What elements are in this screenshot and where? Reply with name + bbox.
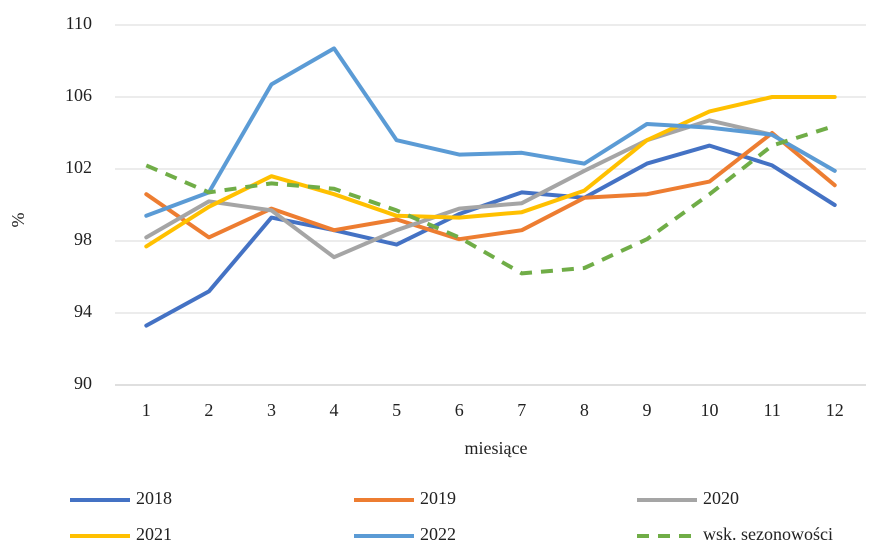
y-tick-label: 106 (65, 85, 92, 105)
x-tick-label: 11 (763, 400, 780, 420)
series-line (144, 46, 837, 218)
x-tick-label: 6 (455, 400, 464, 420)
y-axis-label: % (8, 213, 28, 228)
x-tick-label: 7 (517, 400, 526, 420)
legend-label: wsk. sezonowości (703, 524, 833, 544)
legend-label: 2022 (420, 524, 456, 544)
x-axis-label: miesiące (465, 438, 528, 458)
series-line (144, 131, 837, 242)
x-tick-label: 3 (267, 400, 276, 420)
series-line (144, 118, 837, 260)
y-tick-label: 94 (74, 301, 92, 321)
y-tick-label: 110 (66, 13, 92, 33)
x-tick-label: 1 (142, 400, 151, 420)
x-tick-label: 4 (330, 400, 339, 420)
series-line (145, 123, 836, 276)
series-line (144, 143, 837, 328)
legend-label: 2020 (703, 488, 739, 508)
x-tick-label: 2 (204, 400, 213, 420)
legend-label: 2019 (420, 488, 456, 508)
y-tick-label: 90 (74, 373, 92, 393)
x-tick-label: 8 (580, 400, 589, 420)
y-tick-label: 98 (74, 229, 92, 249)
series-line (144, 95, 837, 249)
legend-label: 2021 (136, 524, 172, 544)
x-tick-label: 10 (701, 400, 719, 420)
legend-label: 2018 (136, 488, 172, 508)
x-tick-label: 9 (642, 400, 651, 420)
x-tick-label: 12 (826, 400, 844, 420)
x-tick-label: 5 (392, 400, 401, 420)
y-tick-label: 102 (65, 157, 92, 177)
